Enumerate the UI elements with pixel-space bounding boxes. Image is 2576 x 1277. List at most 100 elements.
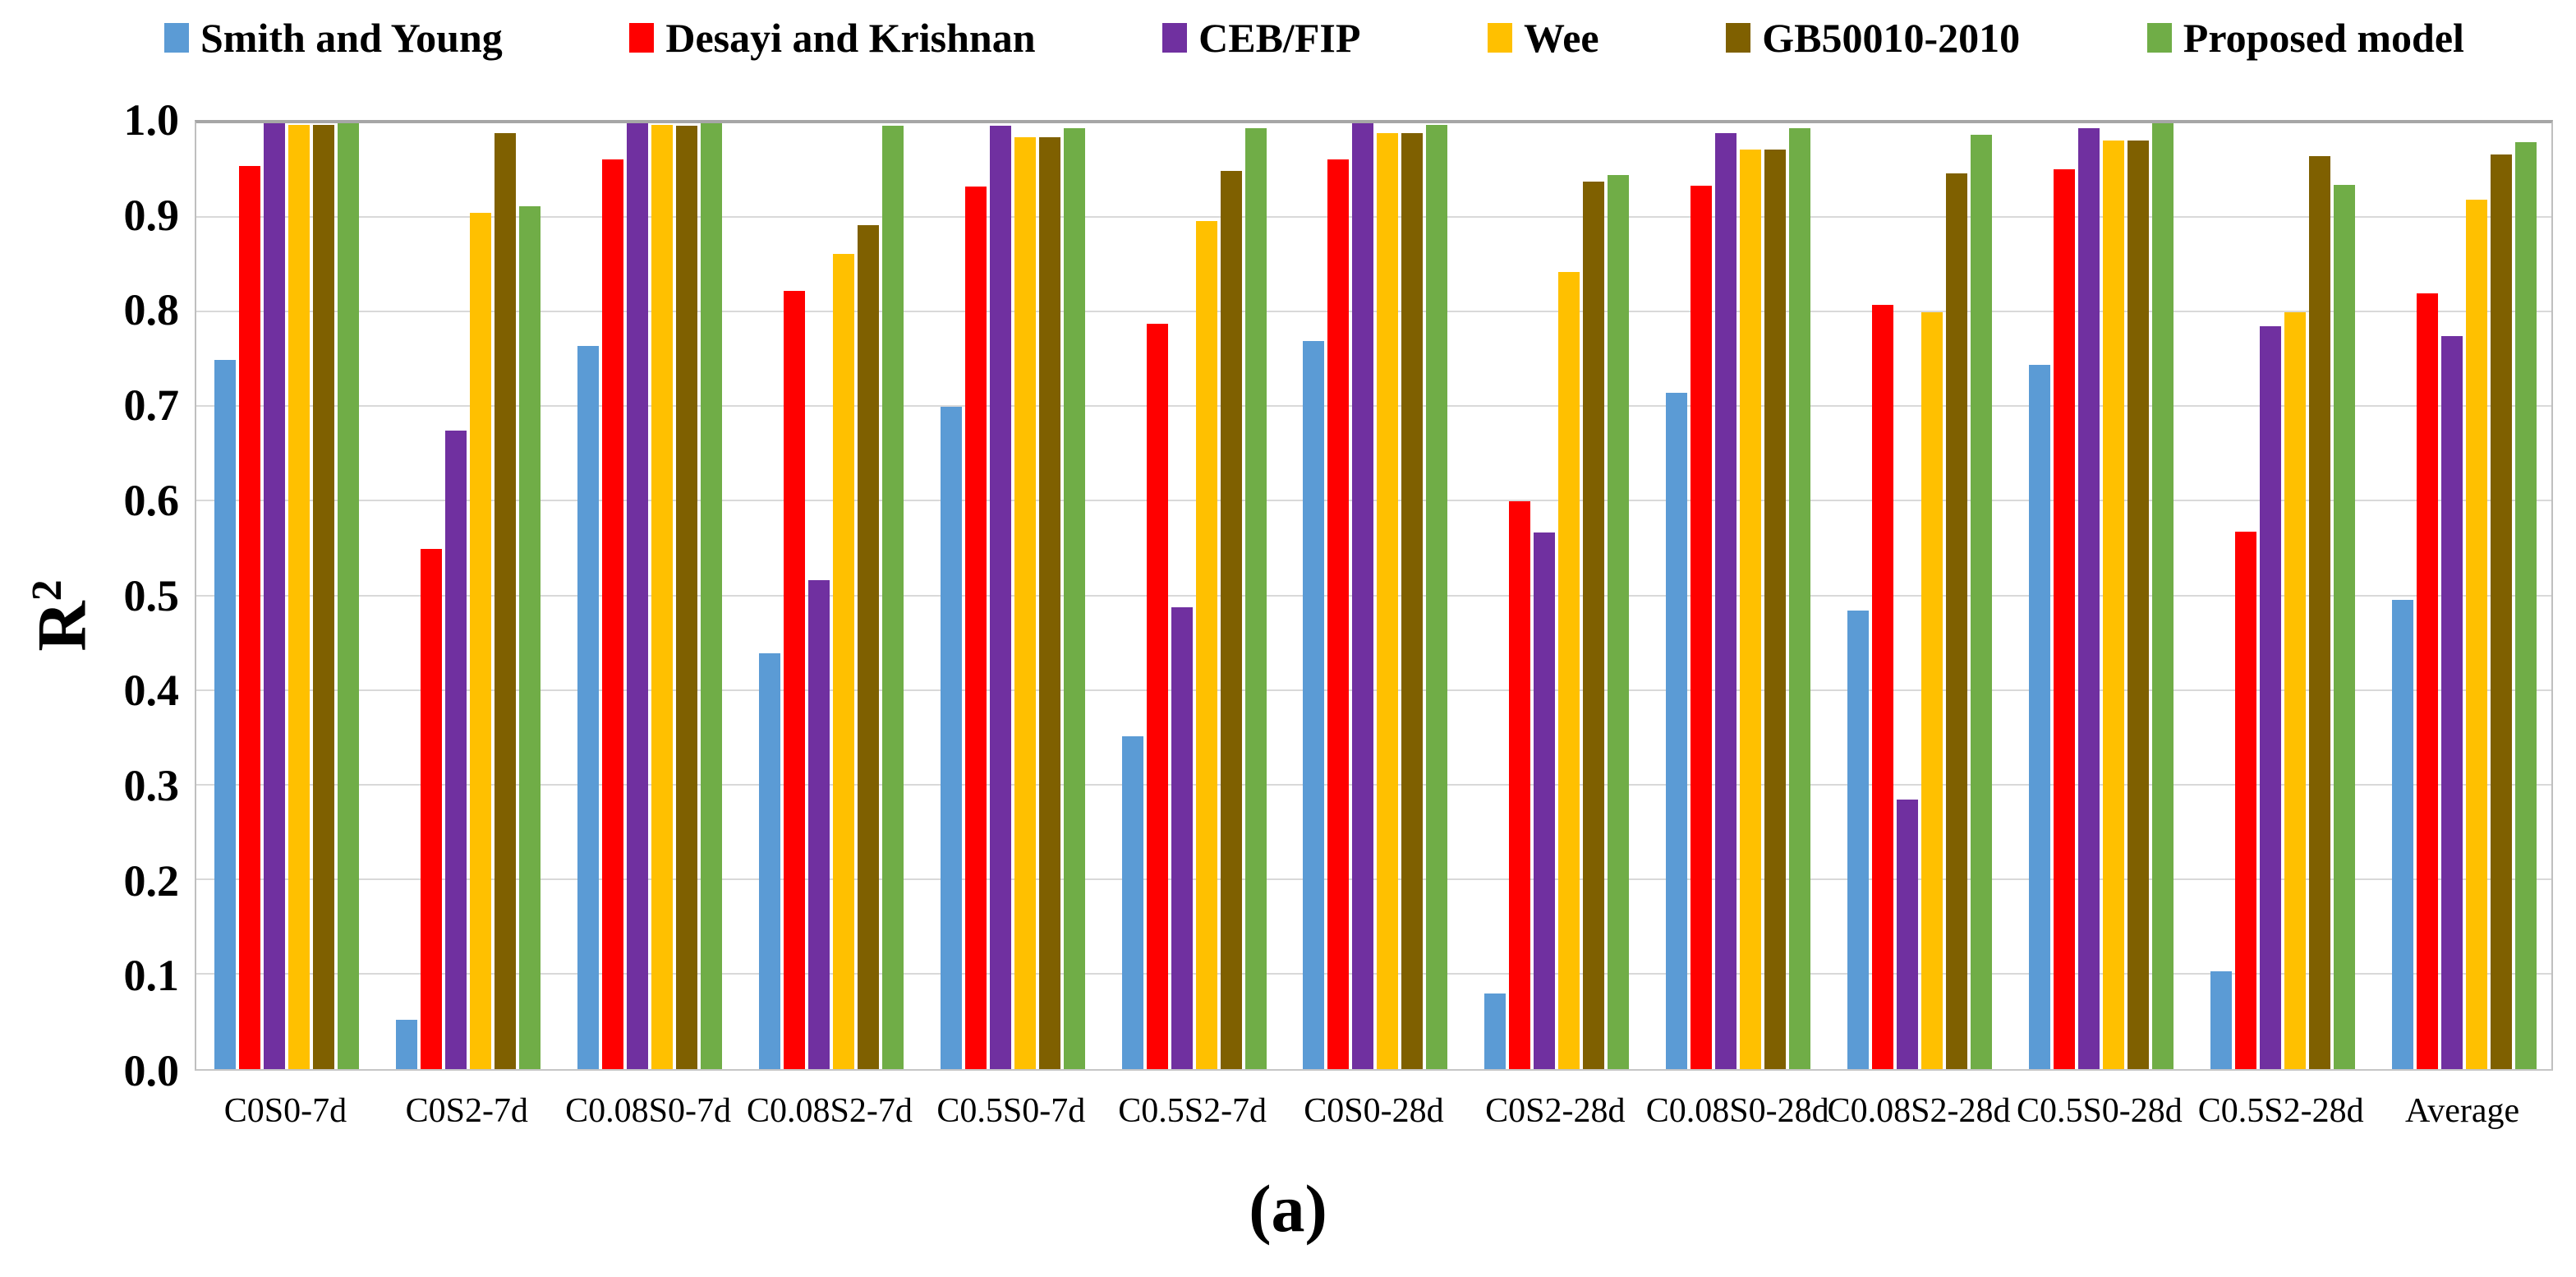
bar-ceb-fip-C0.5S0-28d <box>2077 127 2100 1069</box>
bar-ceb-fip-C0.08S2-7d <box>807 579 830 1069</box>
bar-desayi-and-krishnan-C0.08S0-28d <box>1690 185 1713 1069</box>
bar-smith-and-young-C0.5S2-7d <box>1121 735 1143 1069</box>
legend-item: Proposed model <box>2146 14 2464 62</box>
bar-group-C0S0-28d <box>1285 123 1466 1069</box>
bar-gb50010-2010-C0.08S0-28d <box>1764 150 1787 1069</box>
bar-smith-and-young-Average <box>2391 600 2413 1069</box>
bar-gb50010-2010-C0S0-28d <box>1401 132 1424 1069</box>
bar-desayi-and-krishnan-Average <box>2416 293 2438 1069</box>
y-axis-tick-label: 0.8 <box>123 285 180 335</box>
bar-gb50010-2010-C0.5S2-7d <box>1220 170 1242 1069</box>
x-axis-label: C0.08S0-28d <box>1645 1092 1829 1130</box>
bar-group-C0.5S0-7d <box>922 123 1103 1069</box>
bar-wee-C0S0-7d <box>288 125 310 1069</box>
bar-proposed-model-C0.5S2-28d <box>2333 184 2355 1069</box>
bar-ceb-fip-C0.5S2-28d <box>2259 326 2281 1069</box>
legend-swatch-icon <box>2146 23 2172 53</box>
x-axis-label: C0.08S0-7d <box>565 1092 732 1130</box>
bar-smith-and-young-C0.08S2-28d <box>1847 610 1870 1069</box>
legend-swatch-icon <box>1726 23 1751 53</box>
bar-smith-and-young-C0.08S0-28d <box>1666 393 1688 1069</box>
bar-group-C0S2-7d <box>378 123 559 1069</box>
bar-ceb-fip-C0S2-7d <box>445 431 467 1069</box>
legend-swatch-icon <box>1162 23 1188 53</box>
bar-desayi-and-krishnan-C0.5S0-28d <box>2053 169 2075 1069</box>
legend-item: Wee <box>1488 14 1599 62</box>
y-axis-tick-label: 0.1 <box>123 951 180 1001</box>
y-axis-tick-label: 0.6 <box>123 475 180 525</box>
bar-gb50010-2010-C0.08S2-7d <box>857 225 879 1069</box>
bar-proposed-model-C0.5S2-7d <box>1244 127 1267 1069</box>
bar-proposed-model-C0S0-28d <box>1426 125 1448 1069</box>
legend-label: Proposed model <box>2183 15 2464 61</box>
bar-desayi-and-krishnan-C0.5S2-28d <box>2234 532 2256 1069</box>
x-axis-label: C0S0-28d <box>1304 1092 1444 1130</box>
bar-ceb-fip-Average <box>2440 335 2463 1069</box>
bar-desayi-and-krishnan-C0S2-7d <box>421 548 443 1069</box>
legend-swatch-icon <box>1488 23 1512 53</box>
y-axis-tick-labels: 0.0 0.1 0.2 0.3 0.4 0.5 0.6 0.7 0.8 0.9 1.0 <box>0 98 180 1093</box>
bar-wee-C0.5S0-7d <box>1014 137 1036 1069</box>
bar-group-C0.08S2-28d <box>1829 123 2011 1069</box>
bar-wee-C0.08S0-7d <box>651 125 674 1069</box>
bar-smith-and-young-C0.08S2-7d <box>758 652 780 1069</box>
x-axis-label: C0.08S2-28d <box>1827 1092 2011 1130</box>
y-axis-tick-label: 0.0 <box>123 1046 180 1095</box>
bar-desayi-and-krishnan-C0.08S0-7d <box>602 159 624 1069</box>
bar-wee-C0S2-28d <box>1558 271 1580 1069</box>
bar-gb50010-2010-C0S0-7d <box>313 125 335 1069</box>
bar-proposed-model-C0.5S0-28d <box>2151 123 2174 1069</box>
legend-swatch-icon <box>629 23 655 53</box>
bar-wee-C0.5S2-7d <box>1195 220 1217 1069</box>
bar-desayi-and-krishnan-C0.08S2-28d <box>1872 305 1894 1069</box>
bar-gb50010-2010-C0.5S2-28d <box>2308 156 2330 1069</box>
bar-smith-and-young-C0.5S0-7d <box>940 407 962 1069</box>
bar-ceb-fip-C0.08S2-28d <box>1897 799 1919 1069</box>
bar-wee-C0S0-28d <box>1377 132 1399 1069</box>
legend-label: Smith and Young <box>200 15 503 61</box>
bar-group-C0.5S2-28d <box>2192 123 2373 1069</box>
gridline <box>196 783 2551 786</box>
bar-smith-and-young-C0.5S0-28d <box>2028 364 2050 1069</box>
x-axis-label: C0.5S0-28d <box>2016 1092 2183 1130</box>
bar-gb50010-2010-C0S2-7d <box>494 132 517 1069</box>
y-axis-tick-label: 0.3 <box>123 760 180 810</box>
bar-wee-C0.5S0-28d <box>2102 140 2124 1069</box>
x-axis-label: Average <box>2405 1092 2520 1130</box>
plot-area <box>195 120 2553 1071</box>
gridline <box>196 972 2551 975</box>
gridline <box>196 689 2551 691</box>
bar-smith-and-young-C0S2-28d <box>1484 993 1506 1069</box>
bar-group-C0.5S2-7d <box>1103 123 1285 1069</box>
legend-label: Wee <box>1524 15 1599 61</box>
bar-wee-C0.5S2-28d <box>2284 312 2306 1069</box>
bar-proposed-model-C0S2-7d <box>519 206 541 1069</box>
bar-ceb-fip-C0.08S0-7d <box>627 123 649 1069</box>
bar-gb50010-2010-C0.08S0-7d <box>676 126 698 1069</box>
bar-proposed-model-C0.08S2-28d <box>1971 134 1993 1069</box>
bar-wee-Average <box>2465 200 2487 1069</box>
figure-caption: (a) <box>1249 1171 1327 1246</box>
bar-smith-and-young-C0S0-7d <box>214 359 237 1069</box>
bar-group-C0.5S0-28d <box>2010 123 2192 1069</box>
bar-proposed-model-C0.08S0-28d <box>1789 127 1811 1069</box>
y-axis-tick-label: 1.0 <box>123 95 180 145</box>
bar-proposed-model-C0.08S2-7d <box>881 126 904 1069</box>
legend-item: GB50010-2010 <box>1726 14 2020 62</box>
legend-label: Desayi and Krishnan <box>665 15 1036 61</box>
bar-ceb-fip-C0.5S2-7d <box>1171 607 1193 1069</box>
y-axis-tick-label: 0.4 <box>123 666 180 716</box>
bar-wee-C0.08S2-28d <box>1921 312 1944 1069</box>
bar-proposed-model-C0S2-28d <box>1608 175 1630 1069</box>
bar-ceb-fip-C0S2-28d <box>1534 532 1556 1069</box>
y-axis-tick-label: 0.2 <box>123 855 180 906</box>
bar-gb50010-2010-C0.08S2-28d <box>1946 173 1968 1069</box>
legend-item: Smith and Young <box>164 14 503 62</box>
x-axis-labels: C0S0-7d C0S2-7d C0.08S0-7d C0.08S2-7d C0.5S0… <box>195 1086 2553 1136</box>
bar-proposed-model-C0.5S0-7d <box>1063 127 1085 1069</box>
bar-smith-and-young-C0.08S0-7d <box>577 345 600 1069</box>
bar-proposed-model-C0.08S0-7d <box>701 123 723 1069</box>
chart-legend: Smith and Young Desayi and Krishnan CEB/FI… <box>164 8 2464 67</box>
bar-proposed-model-Average <box>2514 142 2537 1069</box>
legend-item: Desayi and Krishnan <box>629 14 1036 62</box>
